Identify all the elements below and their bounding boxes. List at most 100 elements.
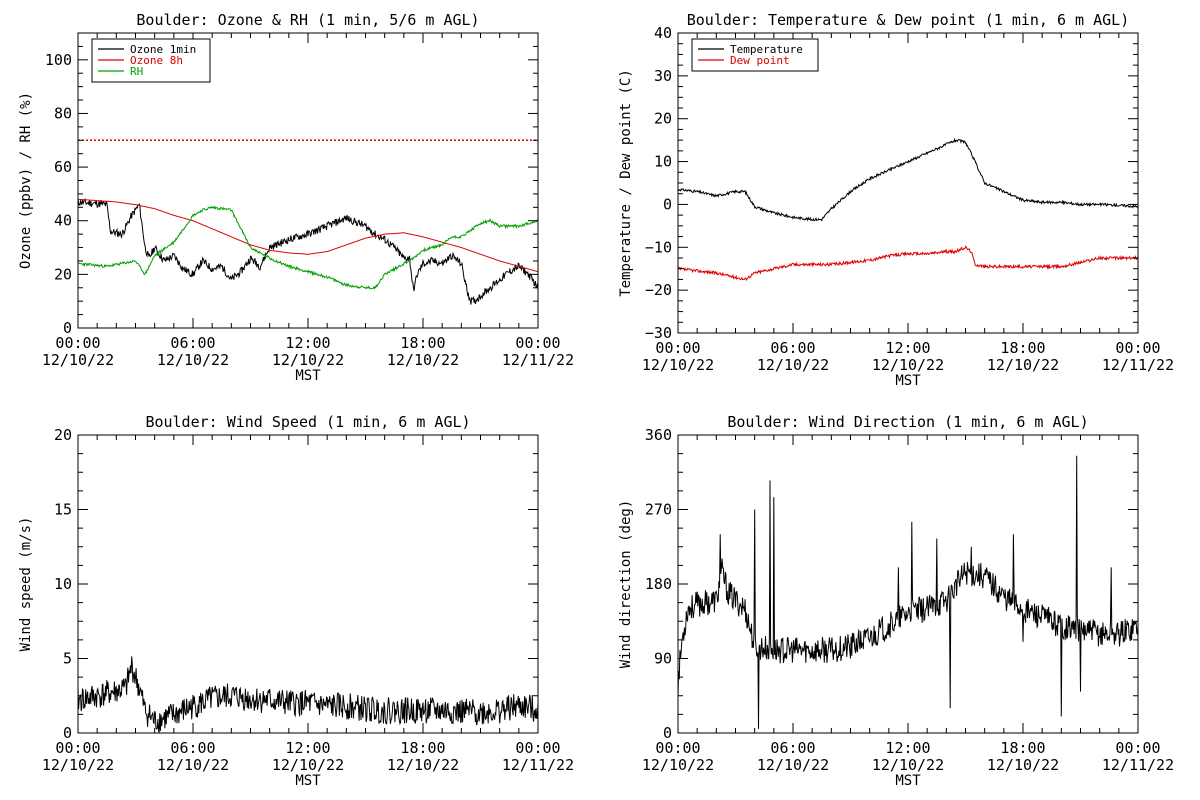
x-tick-time-label: 18:00 (400, 739, 445, 757)
x-axis-label: MST (295, 773, 321, 789)
chart-windspeed: Boulder: Wind Speed (1 min, 6 m AGL) 00:0… (18, 413, 574, 789)
chart-temperature: Boulder: Temperature & Dew point (1 min,… (618, 11, 1174, 389)
series-line-dew-point (678, 245, 1138, 281)
series-line-ozone-8h (78, 198, 538, 273)
y-tick-label: 80 (54, 104, 72, 122)
x-tick-time-label: 00:00 (655, 339, 700, 357)
x-tick-time-label: 00:00 (1115, 739, 1160, 757)
x-tick-date-label: 12/10/22 (642, 756, 714, 774)
x-tick-time-label: 18:00 (1000, 339, 1045, 357)
x-tick-date-label: 12/10/22 (757, 756, 829, 774)
chart-title: Boulder: Wind Speed (1 min, 6 m AGL) (145, 413, 470, 431)
y-tick-label: −10 (645, 238, 672, 256)
x-tick-date-label: 12/10/22 (272, 756, 344, 774)
y-tick-label: 90 (654, 650, 672, 668)
x-tick-time-label: 12:00 (285, 334, 330, 352)
plot-area (678, 455, 1138, 729)
plot-area (78, 656, 538, 733)
x-tick-time-label: 12:00 (285, 739, 330, 757)
legend-label: Dew point (730, 54, 790, 67)
legend-label: Ozone 1min (130, 43, 196, 56)
chart-title: Boulder: Wind Direction (1 min, 6 m AGL) (727, 413, 1088, 431)
x-tick-date-label: 12/10/22 (872, 356, 944, 374)
x-tick-date-label: 12/10/22 (42, 756, 114, 774)
x-tick-time-label: 00:00 (515, 334, 560, 352)
x-tick-date-label: 12/10/22 (987, 756, 1059, 774)
y-tick-label: 40 (654, 24, 672, 42)
y-tick-label: 100 (45, 51, 72, 69)
legend-label: Temperature (730, 43, 803, 56)
x-tick-date-label: 12/10/22 (272, 351, 344, 369)
x-tick-date-label: 12/11/22 (502, 756, 574, 774)
y-tick-label: 10 (54, 575, 72, 593)
y-tick-label: 0 (663, 195, 672, 213)
x-axis-label: MST (895, 773, 921, 789)
series-line (78, 656, 538, 733)
y-tick-label: 0 (63, 724, 72, 742)
charts-layer: Boulder: Ozone & RH (1 min, 5/6 m AGL)00… (18, 11, 1174, 789)
x-axis-label: MST (895, 373, 921, 389)
x-tick-time-label: 18:00 (400, 334, 445, 352)
x-tick-date-label: 12/11/22 (1102, 756, 1174, 774)
y-tick-label: 5 (63, 650, 72, 668)
y-tick-label: 360 (645, 426, 672, 444)
y-tick-label: 180 (645, 575, 672, 593)
x-tick-time-label: 12:00 (885, 739, 930, 757)
y-tick-label: 60 (54, 158, 72, 176)
y-tick-label: 10 (654, 153, 672, 171)
y-tick-label: 20 (54, 265, 72, 283)
x-tick-time-label: 00:00 (1115, 339, 1160, 357)
y-axis-label: Temperature / Dew point (C) (618, 69, 634, 297)
x-tick-date-label: 12/11/22 (502, 351, 574, 369)
x-tick-time-label: 06:00 (170, 334, 215, 352)
y-tick-label: 270 (645, 501, 672, 519)
x-tick-time-label: 06:00 (170, 739, 215, 757)
x-tick-time-label: 00:00 (55, 334, 100, 352)
chart-ozone: Boulder: Ozone & RH (1 min, 5/6 m AGL)00… (18, 11, 574, 384)
y-tick-label: 15 (54, 501, 72, 519)
series-line-temperature (678, 137, 1138, 222)
x-tick-time-label: 12:00 (885, 339, 930, 357)
y-axis-label: Wind speed (m/s) (18, 517, 34, 652)
x-tick-date-label: 12/10/22 (642, 356, 714, 374)
x-tick-date-label: 12/10/22 (757, 356, 829, 374)
x-tick-time-label: 00:00 (55, 739, 100, 757)
x-tick-time-label: 18:00 (1000, 739, 1045, 757)
y-tick-label: 0 (63, 319, 72, 337)
series-line (678, 455, 1138, 729)
legend-label: RH (130, 65, 143, 78)
plot-area (678, 137, 1138, 281)
y-axis-label: Wind direction (deg) (618, 500, 634, 669)
y-tick-label: 20 (654, 110, 672, 128)
x-tick-date-label: 12/10/22 (42, 351, 114, 369)
series-line-rh (78, 205, 538, 290)
y-tick-label: 30 (654, 67, 672, 85)
x-tick-date-label: 12/10/22 (387, 756, 459, 774)
x-tick-date-label: 12/10/22 (872, 756, 944, 774)
x-tick-time-label: 00:00 (515, 739, 560, 757)
plot-area (78, 139, 538, 305)
legend-box (691, 38, 819, 72)
legend-label: Ozone 8h (130, 54, 183, 67)
x-tick-date-label: 12/10/22 (157, 351, 229, 369)
series-line-ozone-1min (78, 198, 538, 305)
y-tick-label: 20 (54, 426, 72, 444)
chart-title: Boulder: Ozone & RH (1 min, 5/6 m AGL) (136, 11, 479, 29)
chart-title: Boulder: Temperature & Dew point (1 min,… (687, 11, 1130, 29)
y-tick-label: 40 (54, 212, 72, 230)
x-tick-date-label: 12/10/22 (157, 756, 229, 774)
y-tick-label: −20 (645, 281, 672, 299)
chart-winddir: Boulder: Wind Direction (1 min, 6 m AGL)… (618, 413, 1174, 789)
y-tick-label: 0 (663, 724, 672, 742)
y-axis-label: Ozone (ppbv) / RH (%) (18, 92, 34, 269)
x-tick-time-label: 00:00 (655, 739, 700, 757)
x-tick-date-label: 12/10/22 (387, 351, 459, 369)
x-axis-label: MST (295, 368, 321, 384)
x-tick-time-label: 06:00 (770, 739, 815, 757)
x-tick-date-label: 12/10/22 (987, 356, 1059, 374)
x-tick-date-label: 12/11/22 (1102, 356, 1174, 374)
